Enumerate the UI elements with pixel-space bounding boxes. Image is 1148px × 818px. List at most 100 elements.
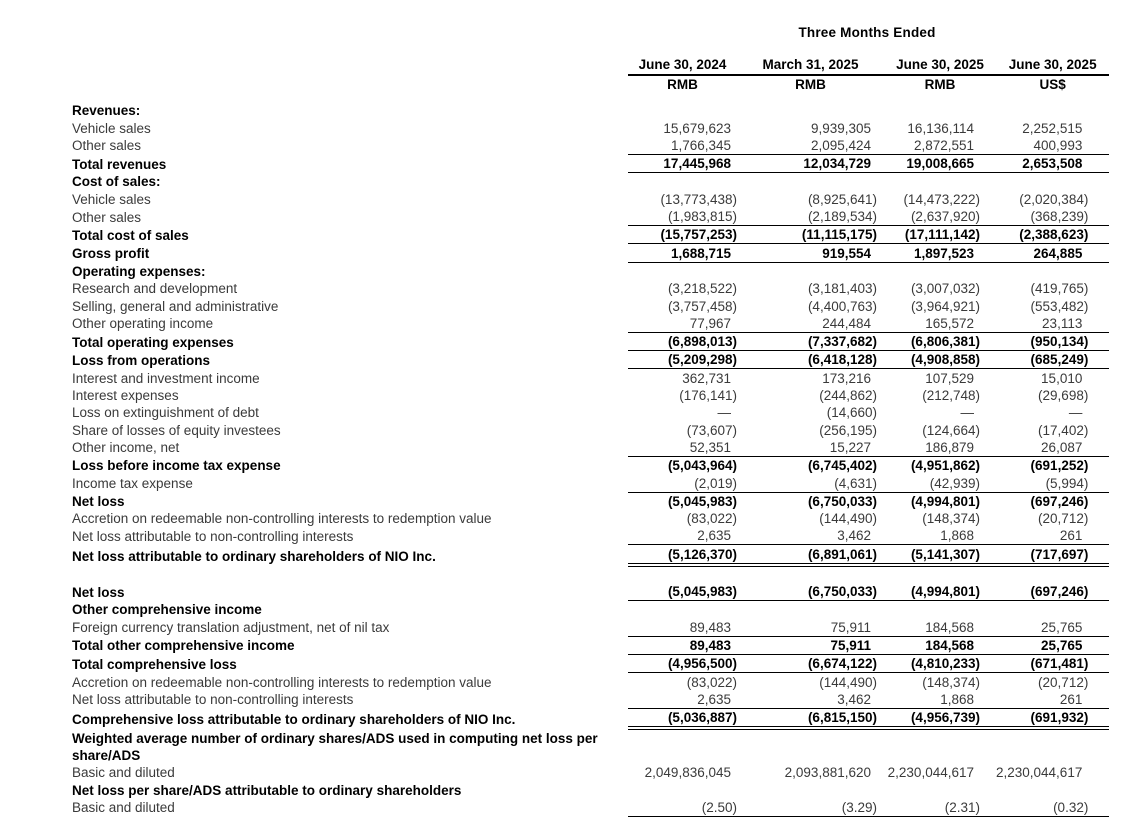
cell-value: (4,908,858) — [884, 350, 996, 370]
cell-value: (6,418,128) — [737, 350, 884, 370]
row-label: Total operating expenses — [72, 334, 234, 350]
cell-value — [737, 102, 884, 119]
cell-value: (20,712) — [1038, 674, 1089, 690]
table-row: Income tax expense (2,019) (4,631) (42,939)… — [72, 474, 1110, 493]
cell-value: — — [717, 405, 732, 421]
table-row: Total revenues 17,445,968 12,034,729 19,008… — [72, 154, 1110, 174]
cell-value — [737, 781, 884, 798]
cell-value: 89,483 — [628, 618, 737, 637]
header-spacer — [72, 56, 628, 75]
cell-value: (5,045,983) — [628, 582, 737, 602]
cell-value: 919,554 — [737, 243, 884, 263]
cell-value — [884, 781, 996, 798]
row-label: Interest expenses — [72, 388, 179, 404]
table-row: Research and development (3,218,522) (3,18… — [72, 280, 1109, 297]
column-currency: RMB — [667, 77, 698, 92]
table-row: Other comprehensive income — [72, 601, 1109, 619]
cell-value: (4,956,500) — [628, 654, 737, 674]
cell-value: 244,484 — [737, 314, 884, 333]
cell-value: (83,022) — [686, 674, 737, 690]
cell-value: 52,351 — [628, 438, 737, 457]
table-row: Weighted average number of ordinary shar… — [72, 728, 1109, 764]
cell-value: 261 — [996, 527, 1110, 546]
cell-value: 2,635 — [628, 527, 737, 546]
cell-value: (7,337,682) — [737, 332, 884, 352]
cell-value: 186,879 — [884, 438, 996, 457]
cell-value: 264,885 — [996, 243, 1110, 263]
cell-value: (5,043,964) — [667, 458, 737, 474]
cell-value: — — [960, 405, 975, 421]
row-label: Interest and investment income — [72, 370, 260, 386]
cell-value: 2,230,044,617 — [996, 765, 1083, 781]
row-label: Total other comprehensive income — [72, 638, 295, 654]
cell-value: 2,049,836,045 — [644, 765, 731, 781]
row-label: Cost of sales: — [72, 174, 161, 190]
cell-value: 3,462 — [737, 690, 884, 709]
cell-value: (2,189,534) — [737, 207, 884, 227]
column-currency: US$ — [1039, 77, 1066, 92]
cell-value: (6,750,033) — [737, 582, 884, 602]
income-statement-table: June 30, 2024 March 31, 2025 June 30, 20… — [72, 56, 1110, 817]
cell-value: (6,898,013) — [628, 332, 737, 352]
row-label: Loss from operations — [72, 352, 211, 368]
cell-value — [737, 262, 884, 280]
cell-value — [628, 262, 737, 280]
cell-value: 9,939,305 — [810, 120, 871, 136]
row-label: Other income, net — [72, 440, 180, 456]
cell-value: (73,607) — [686, 422, 737, 438]
table-row: Total operating expenses (6,898,013) (7,33… — [72, 332, 1110, 352]
cell-value: (14,660) — [826, 405, 877, 421]
table-row: Other income, net 52,351 15,227 186,879 26,0… — [72, 438, 1110, 457]
cell-value: (148,374) — [922, 674, 980, 690]
cell-value: (15,757,253) — [628, 225, 737, 245]
cell-value: 173,216 — [822, 370, 871, 386]
cell-value: (2,019) — [628, 474, 737, 493]
table-row: Gross profit 1,688,715 919,554 1,897,523 264… — [72, 243, 1110, 263]
cell-value: 12,034,729 — [737, 154, 884, 174]
table-row: Interest expenses (176,141) (244,862) (212,… — [72, 387, 1109, 404]
cell-value — [884, 173, 996, 191]
row-label: Revenues: — [72, 103, 141, 119]
table-row: Other sales (1,983,815) (2,189,534) (2,637,… — [72, 207, 1110, 227]
cell-value: (2.50) — [628, 798, 737, 817]
row-label: Other sales — [72, 138, 142, 154]
cell-value: (697,246) — [996, 582, 1110, 602]
cell-value: 19,008,665 — [884, 154, 996, 174]
row-label: Net loss attributable to non-controlling… — [72, 528, 354, 544]
cell-value: (42,939) — [884, 474, 996, 493]
cell-value — [737, 601, 884, 619]
cell-value: (17,111,142) — [884, 225, 996, 245]
table-row: Loss from operations (5,209,298) (6,418,12… — [72, 350, 1110, 370]
cell-value — [996, 728, 1109, 764]
column-currency: RMB — [924, 77, 956, 92]
row-label: Weighted average number of ordinary shar… — [72, 731, 598, 764]
cell-value — [628, 173, 737, 191]
cell-value: (4,951,862) — [910, 458, 980, 474]
table-period-title: Three Months Ended — [798, 25, 936, 40]
cell-value: (671,481) — [996, 654, 1110, 674]
cell-value: 2,872,551 — [884, 136, 996, 155]
cell-value: 184,568 — [884, 636, 996, 655]
cell-value: (691,252) — [1030, 458, 1089, 474]
cell-value: (717,697) — [996, 544, 1110, 567]
row-label: Accretion on redeemable non-controlling … — [72, 511, 492, 527]
cell-value: 15,679,623 — [663, 120, 731, 136]
cell-value: (4,400,763) — [807, 298, 877, 314]
cell-value — [996, 102, 1109, 119]
cell-value: (3.29) — [737, 798, 884, 817]
table-row: Selling, general and administrative (3,75… — [72, 297, 1109, 314]
cell-value: (5,126,370) — [628, 544, 737, 567]
cell-value: 2,252,515 — [1022, 120, 1083, 136]
cell-value: 75,911 — [737, 636, 884, 655]
row-label: Operating expenses: — [72, 263, 206, 279]
row-label: Gross profit — [72, 246, 150, 262]
table-body: Revenues: Vehicle sales 15,679,623 9,939,30… — [72, 102, 1110, 817]
row-label: Net loss attributable to ordinary shareh… — [72, 548, 436, 564]
row-label: Total comprehensive loss — [72, 656, 237, 672]
cell-value: (29,698) — [1038, 388, 1089, 404]
cell-value: (5,994) — [996, 474, 1110, 493]
cell-value — [884, 262, 996, 280]
cell-value — [737, 173, 884, 191]
table-header: June 30, 2024 March 31, 2025 June 30, 20… — [72, 56, 1110, 102]
table-row: Cost of sales: — [72, 173, 1109, 191]
